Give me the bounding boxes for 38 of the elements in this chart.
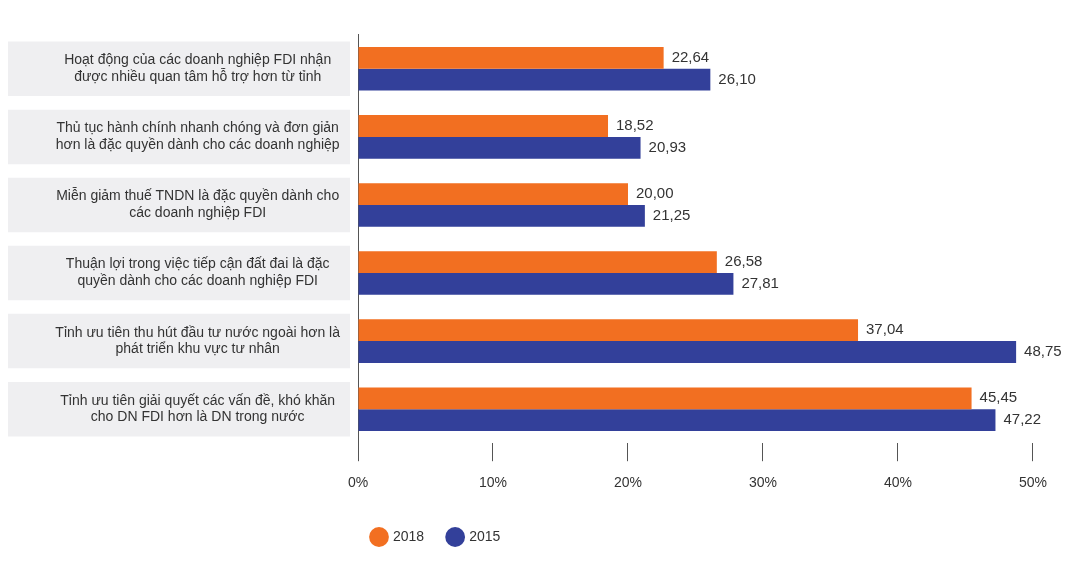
y-tick-label: Thuận lợi trong việc tiếp cận đất đai là đặc quyền dành cho các doanh nghiệp FDI: [65, 255, 330, 289]
bar: [358, 387, 972, 410]
data-label: 21,25: [652, 206, 691, 223]
bar: [358, 115, 609, 137]
data-label: 22,64: [671, 48, 710, 66]
x-tick-label: 40%: [883, 474, 913, 491]
x-tick-label: 50%: [1018, 474, 1048, 491]
x-tick-label: 0%: [347, 474, 369, 491]
bar: [358, 68, 711, 91]
bar: [358, 136, 641, 159]
bar: [358, 47, 664, 69]
y-tick-label: Tỉnh ưu tiên thu hút đầu tư nước ngoài hơn là phát triển khu vực tư nhân: [55, 323, 341, 357]
x-tick-label: 20%: [613, 474, 643, 491]
x-tick-label: 10%: [478, 474, 508, 491]
data-label: 47,22: [1003, 410, 1042, 428]
data-label: 27,81: [741, 274, 779, 292]
y-tick-label: Hoạt động của các doanh nghiệp FDI nhận được nhiều quan tâm hỗ trợ hơn từ tỉnh: [64, 51, 332, 85]
data-label: 20,93: [648, 137, 687, 155]
y-tick-label: Thủ tục hành chính nhanh chóng và đơn giản hơn là đặc quyền dành cho các doanh nghiệp: [55, 119, 340, 153]
bar: [358, 341, 1017, 363]
data-label: 48,75: [1024, 342, 1062, 360]
bar: [358, 251, 717, 274]
bar: [358, 319, 859, 342]
y-tick-label: Miễn giảm thuế TNDN là đặc quyền dành cho các doanh nghiệp FDI: [56, 187, 340, 221]
data-label: 20,00: [636, 184, 674, 202]
data-label: 45,45: [979, 388, 1018, 406]
legend-label: 2018: [393, 527, 425, 544]
data-label: 37,04: [866, 320, 904, 338]
legend-label: 2015: [469, 527, 501, 544]
y-tick-label: Tỉnh ưu tiên giải quyết các vấn đề, khó khăn cho DN FDI hơn là DN trong nước: [60, 391, 336, 425]
bar: [358, 409, 996, 431]
data-label: 26,58: [724, 252, 763, 270]
bar: [358, 183, 628, 205]
x-tick-label: 30%: [748, 474, 778, 491]
bar: [358, 273, 734, 295]
data-label: 18,52: [616, 116, 654, 134]
bar: [358, 204, 645, 227]
data-label: 26,10: [718, 69, 756, 87]
